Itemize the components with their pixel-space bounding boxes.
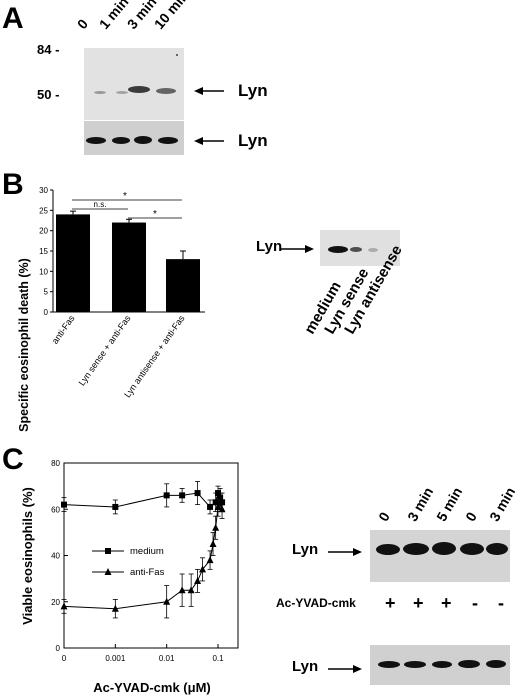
treatment-label: Ac-YVAD-cmk	[276, 596, 356, 610]
marker-84: 84 -	[37, 42, 60, 57]
bar-chart: Specific eosinophil death (%) 0 5 10 15 20 25…	[17, 186, 205, 432]
data-point-medium	[61, 501, 67, 508]
panel-letter-b: B	[2, 168, 24, 201]
arrow-icon	[328, 665, 362, 673]
data-point-anti-fas	[212, 523, 220, 531]
bar	[112, 222, 146, 312]
bar	[166, 259, 200, 312]
lane-label: 5 min	[433, 484, 466, 524]
data-point-anti-fas	[206, 556, 214, 564]
lyn-label: Lyn	[238, 131, 268, 150]
data-point-medium	[179, 492, 186, 499]
panel-letter-c: C	[2, 443, 24, 476]
treatment-sign: +	[441, 593, 452, 613]
blot-a-top	[84, 48, 184, 120]
data-point-medium	[112, 503, 119, 510]
x-axis-label: Ac-YVAD-cmk (μM)	[93, 680, 211, 695]
category-label: anti-Fas	[50, 313, 77, 346]
data-point-anti-fas	[218, 505, 226, 513]
y-tick-label: 30	[39, 186, 48, 195]
lane-label: 1 min	[95, 0, 132, 33]
blot-c-bottom	[370, 645, 510, 685]
arrow-icon	[280, 245, 314, 253]
data-point-anti-fas	[178, 586, 186, 594]
arrow-icon	[194, 87, 224, 95]
treatment-sign: -	[498, 593, 504, 613]
sig-star: *	[123, 191, 127, 202]
y-tick-label: 60	[51, 505, 60, 514]
treatment-sign: +	[413, 593, 424, 613]
line-chart: Viable eosinophils (%) Ac-YVAD-cmk (μM) …	[20, 459, 239, 695]
panel-letter-a: A	[2, 2, 24, 35]
lyn-label: Lyn	[256, 238, 283, 255]
data-point-anti-fas	[163, 597, 171, 605]
y-tick-label: 10	[39, 267, 48, 276]
arrow-icon	[194, 137, 224, 145]
marker-50: 50 -	[37, 87, 60, 102]
y-tick-label: 15	[39, 247, 48, 256]
y-tick-label: 0	[44, 308, 49, 317]
y-tick-label: 20	[51, 598, 60, 607]
y-axis-label: Viable eosinophils (%)	[20, 487, 35, 625]
data-point-anti-fas	[194, 576, 202, 584]
legend-medium: medium	[130, 546, 164, 557]
data-point-anti-fas	[209, 539, 217, 547]
lane-label: 0	[73, 15, 92, 32]
data-point-anti-fas	[187, 586, 195, 594]
arrow-icon	[328, 548, 362, 556]
y-axis-label: Specific eosinophil death (%)	[17, 258, 31, 432]
lane-label: 3 min	[404, 484, 437, 524]
y-tick-label: 5	[44, 288, 49, 297]
treatment-sign: +	[385, 593, 396, 613]
lyn-label: Lyn	[238, 81, 268, 100]
data-point-anti-fas	[60, 602, 68, 610]
lyn-label: Lyn	[292, 658, 319, 675]
blot-b	[320, 230, 400, 266]
category-label: Lyn antisense + anti-Fas	[122, 313, 187, 399]
data-point-anti-fas	[111, 604, 119, 612]
blot-c-top	[370, 530, 510, 582]
y-tick-label: 80	[51, 459, 60, 468]
y-tick-label: 25	[39, 206, 48, 215]
x-tick-label: 0.01	[159, 654, 175, 663]
legend-antifas: anti-Fas	[130, 567, 165, 578]
data-point-medium	[163, 492, 170, 499]
y-tick-label: 40	[51, 552, 60, 561]
legend: medium anti-Fas	[92, 546, 165, 578]
x-tick-label: 0	[62, 654, 67, 663]
lane-label: 0	[375, 509, 393, 524]
lane-label: 0	[462, 509, 480, 524]
category-label: Lyn sense + anti-Fas	[77, 313, 133, 388]
x-tick-label: 0.1	[212, 654, 224, 663]
data-point-anti-fas	[199, 565, 207, 573]
y-tick-label: 20	[39, 227, 48, 236]
sig-star: *	[153, 209, 157, 220]
treatment-sign: -	[472, 593, 478, 613]
lane-label: 3 min	[486, 484, 519, 524]
bar	[56, 214, 90, 312]
sig-ns: n.s.	[94, 200, 107, 209]
data-point-medium	[194, 490, 201, 497]
data-point-medium	[207, 503, 214, 510]
data-point-medium	[212, 499, 219, 506]
blot-a-bottom	[84, 121, 184, 155]
x-tick-label: 0.001	[105, 654, 126, 663]
y-tick-label: 0	[56, 644, 61, 653]
lyn-label: Lyn	[292, 541, 319, 558]
